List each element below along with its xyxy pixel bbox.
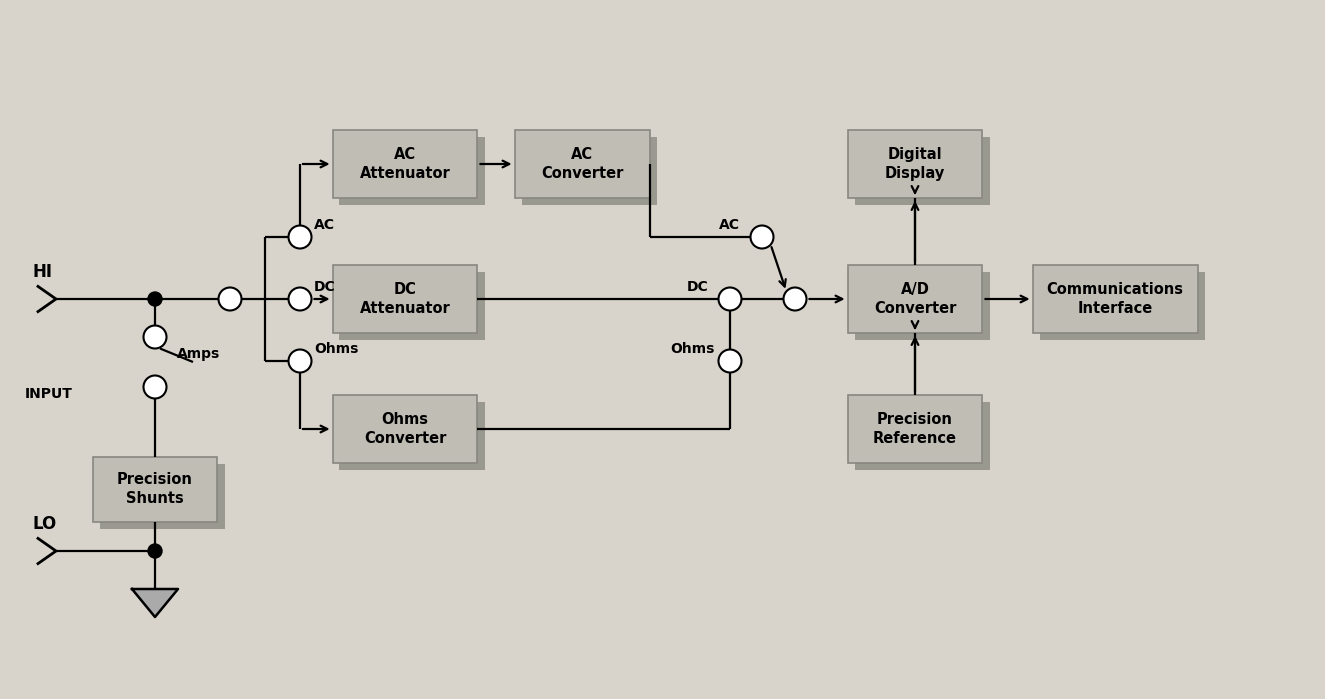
Circle shape bbox=[219, 287, 241, 310]
Text: A/D
Converter: A/D Converter bbox=[873, 282, 957, 316]
FancyBboxPatch shape bbox=[855, 402, 990, 470]
FancyBboxPatch shape bbox=[333, 265, 477, 333]
Text: LO: LO bbox=[33, 515, 57, 533]
FancyBboxPatch shape bbox=[339, 272, 485, 340]
FancyBboxPatch shape bbox=[93, 456, 217, 521]
Text: Ohms: Ohms bbox=[670, 342, 714, 356]
FancyBboxPatch shape bbox=[855, 137, 990, 205]
Circle shape bbox=[148, 292, 162, 306]
Text: Amps: Amps bbox=[178, 347, 220, 361]
Text: Communications
Interface: Communications Interface bbox=[1047, 282, 1183, 316]
Circle shape bbox=[750, 226, 774, 249]
Circle shape bbox=[143, 375, 167, 398]
FancyBboxPatch shape bbox=[1032, 265, 1198, 333]
Circle shape bbox=[783, 287, 807, 310]
FancyBboxPatch shape bbox=[848, 395, 983, 463]
Circle shape bbox=[289, 287, 311, 310]
FancyBboxPatch shape bbox=[1040, 272, 1204, 340]
FancyBboxPatch shape bbox=[848, 265, 983, 333]
Text: HI: HI bbox=[33, 263, 53, 281]
Circle shape bbox=[148, 544, 162, 558]
FancyBboxPatch shape bbox=[99, 463, 224, 528]
FancyBboxPatch shape bbox=[848, 130, 983, 198]
Polygon shape bbox=[132, 589, 178, 617]
FancyBboxPatch shape bbox=[855, 272, 990, 340]
Circle shape bbox=[289, 350, 311, 373]
FancyBboxPatch shape bbox=[339, 137, 485, 205]
Text: AC: AC bbox=[719, 218, 739, 232]
Text: Precision
Reference: Precision Reference bbox=[873, 412, 957, 446]
Circle shape bbox=[718, 287, 742, 310]
Text: Precision
Shunts: Precision Shunts bbox=[117, 472, 193, 506]
Circle shape bbox=[289, 226, 311, 249]
Circle shape bbox=[718, 350, 742, 373]
Text: AC: AC bbox=[314, 218, 335, 232]
Text: Ohms: Ohms bbox=[314, 342, 358, 356]
Text: AC
Converter: AC Converter bbox=[541, 147, 623, 181]
Text: INPUT: INPUT bbox=[25, 387, 73, 401]
FancyBboxPatch shape bbox=[333, 395, 477, 463]
FancyBboxPatch shape bbox=[514, 130, 649, 198]
Text: Digital
Display: Digital Display bbox=[885, 147, 945, 181]
Text: Ohms
Converter: Ohms Converter bbox=[364, 412, 447, 446]
Text: AC
Attenuator: AC Attenuator bbox=[359, 147, 451, 181]
Text: DC
Attenuator: DC Attenuator bbox=[359, 282, 451, 316]
FancyBboxPatch shape bbox=[339, 402, 485, 470]
Circle shape bbox=[143, 326, 167, 349]
Text: DC: DC bbox=[686, 280, 709, 294]
FancyBboxPatch shape bbox=[333, 130, 477, 198]
Text: DC: DC bbox=[314, 280, 335, 294]
FancyBboxPatch shape bbox=[522, 137, 656, 205]
